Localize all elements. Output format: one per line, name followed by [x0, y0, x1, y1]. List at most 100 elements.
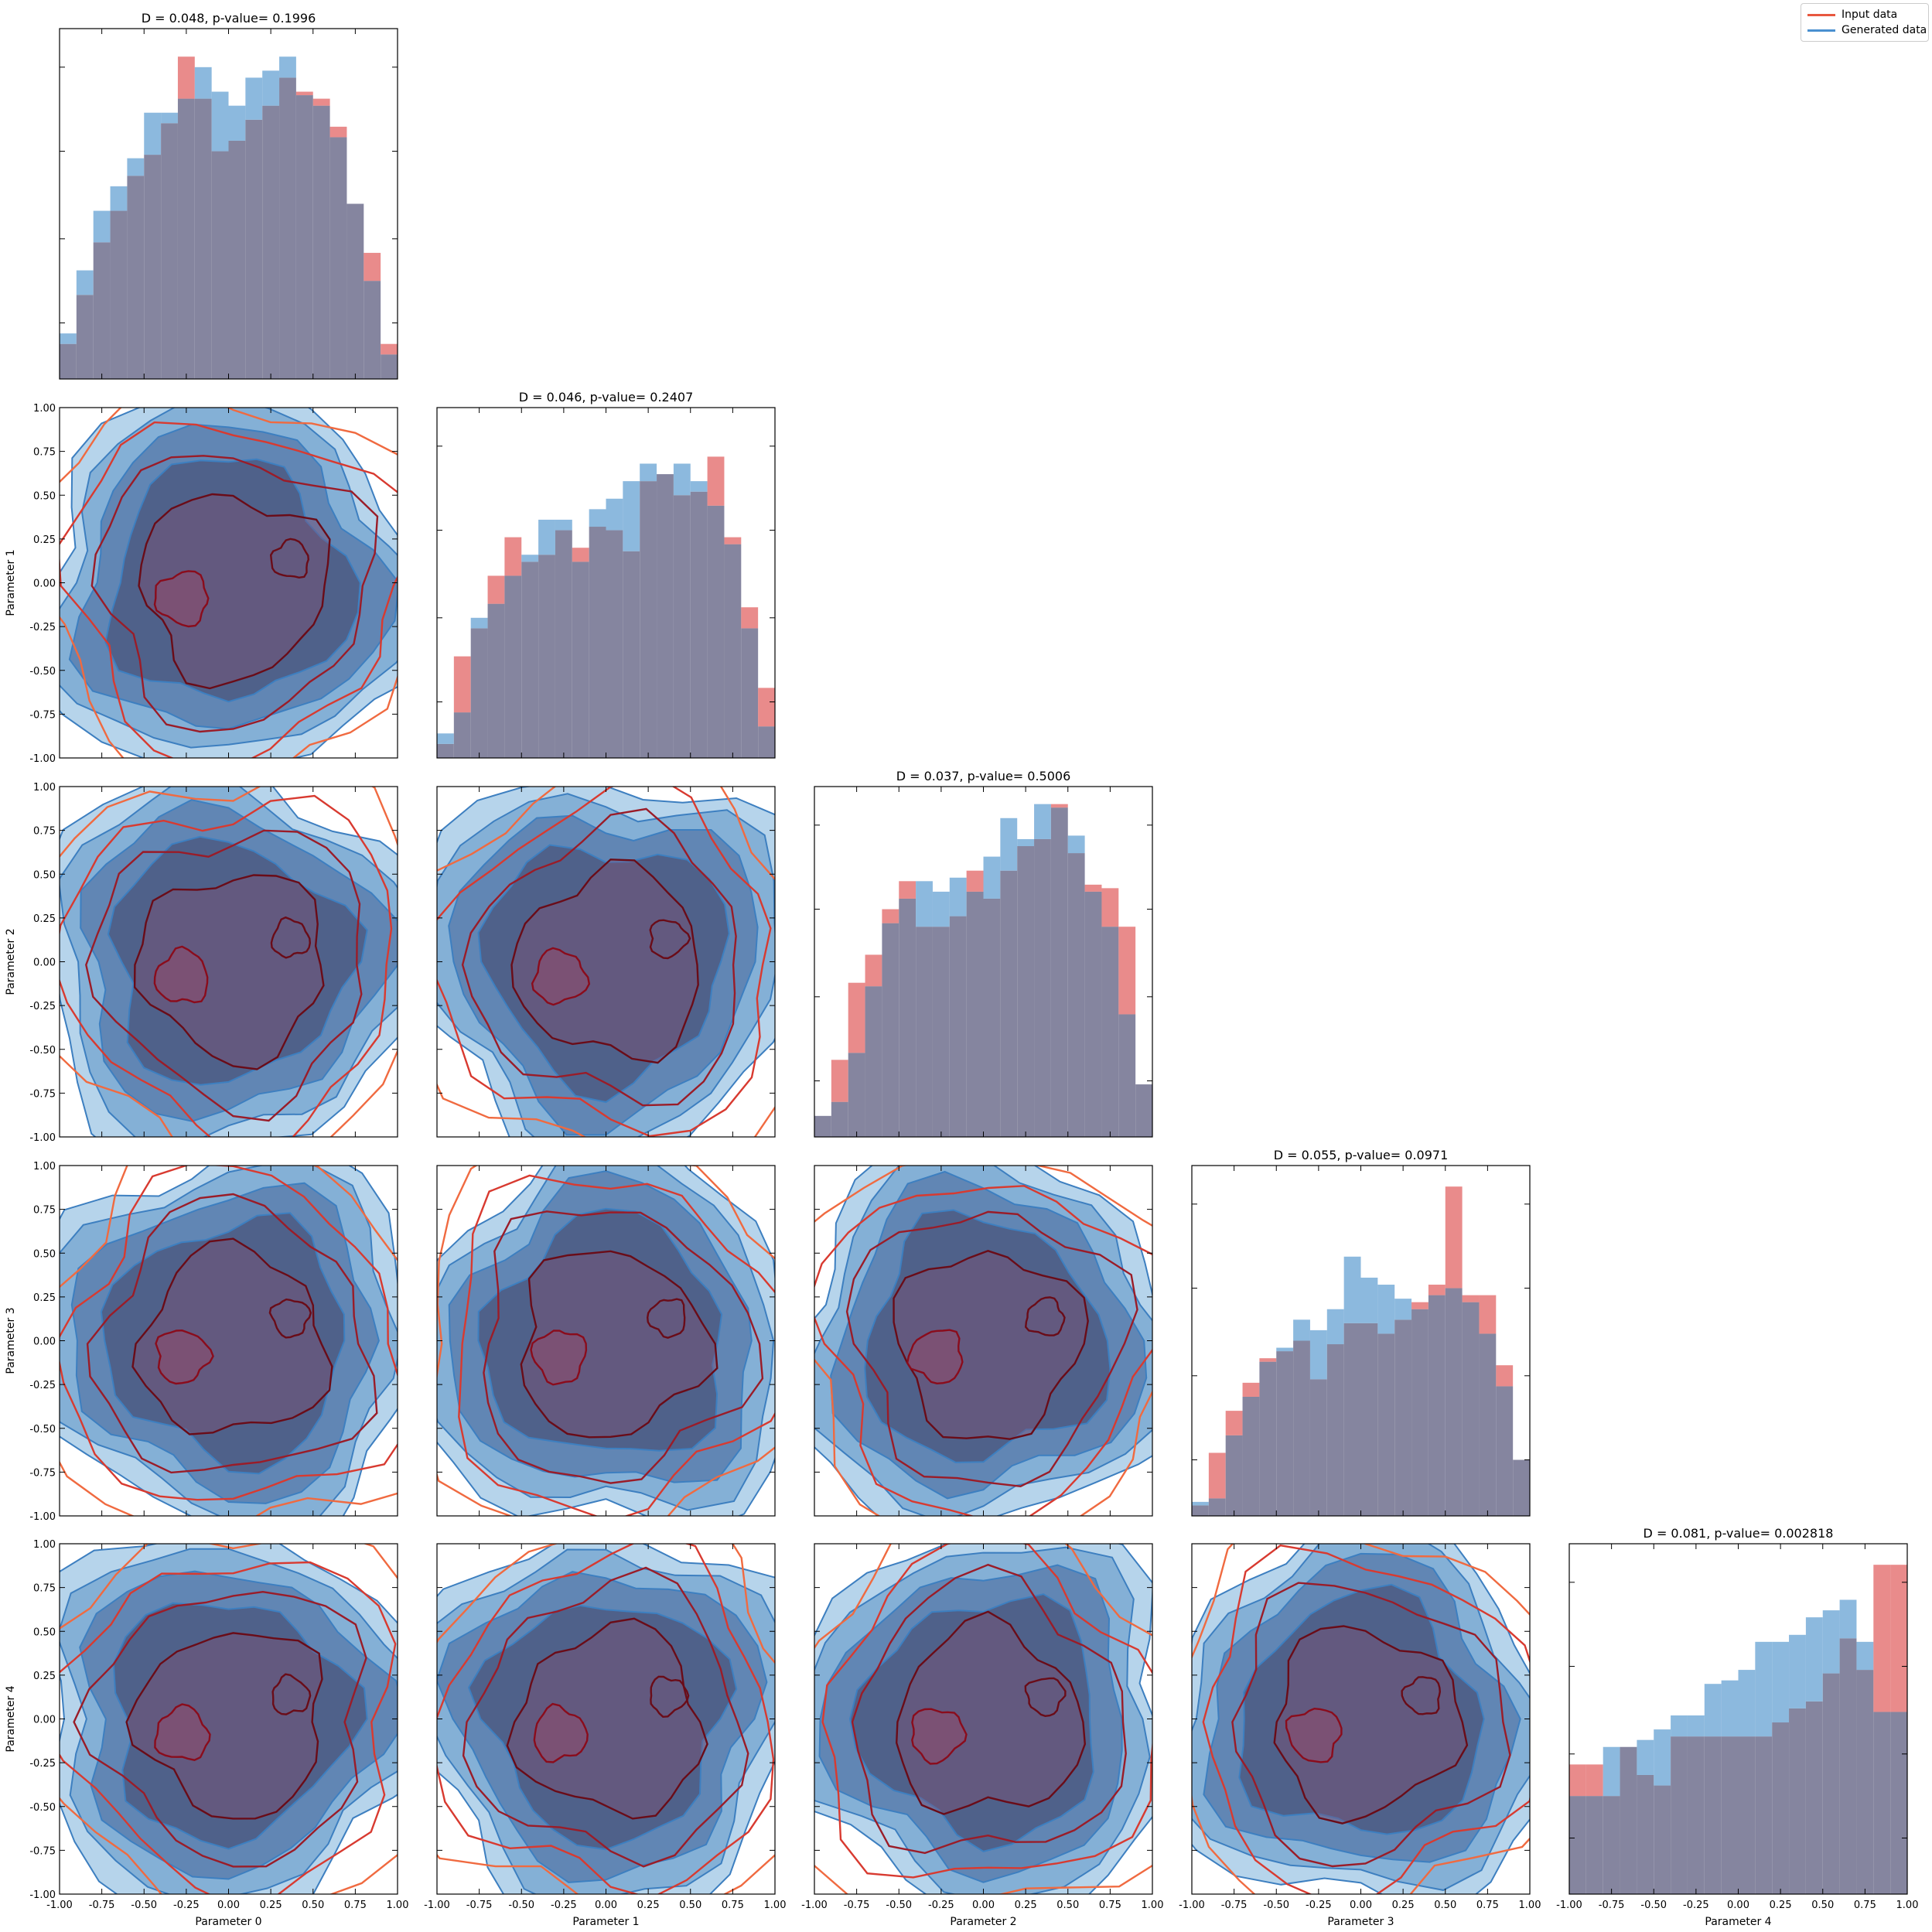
input-contour-level-1 — [437, 787, 772, 1137]
hist-bar-input — [882, 909, 899, 923]
x-tick-label: 0.00 — [1350, 1900, 1372, 1911]
hist-bar-overlap — [1377, 1333, 1395, 1516]
hist-bar-generated — [194, 67, 212, 99]
y-tick-label: -0.75 — [29, 1467, 56, 1479]
input-contour-peak — [271, 1673, 312, 1715]
hist-bar-overlap — [707, 505, 725, 758]
generated-contour-level-3 — [848, 1593, 1094, 1852]
hist-bar-generated — [1704, 1684, 1722, 1737]
hist-bar-generated — [262, 70, 280, 106]
y-tick-label: 0.00 — [33, 579, 56, 590]
x-tick-label: 0.25 — [1770, 1900, 1792, 1911]
hist-bar-overlap — [606, 530, 623, 758]
input-contour-level-1 — [60, 1561, 397, 1894]
input-contour-level-2 — [86, 1193, 378, 1474]
hist-bar-overlap — [1755, 1736, 1773, 1894]
x-tick-label: -0.75 — [1221, 1900, 1248, 1911]
hist-bar-generated — [1839, 1599, 1857, 1639]
input-contour-level-0 — [60, 408, 398, 758]
hist-bar-overlap — [1637, 1774, 1654, 1894]
input-contour-peak — [530, 1330, 588, 1386]
hist-bar-overlap — [453, 712, 471, 758]
hist-bar-overlap — [110, 210, 128, 379]
y-tick-label: 1.00 — [33, 1539, 56, 1551]
x-tick-label: -1.00 — [46, 1900, 73, 1911]
histogram-panel-0: D = 0.048, p-value= 0.1996 — [59, 11, 398, 380]
hist-bar-overlap — [966, 891, 984, 1137]
hist-bar-generated — [1067, 835, 1085, 854]
contour-layers — [437, 1166, 775, 1516]
contour-panel-Parameter1-Parameter3 — [436, 1165, 776, 1517]
input-contour-level-3 — [138, 493, 331, 690]
input-contour-level-1 — [60, 794, 393, 1137]
x-tick-label: 0.75 — [1099, 1900, 1121, 1911]
hist-bar-overlap — [1360, 1323, 1378, 1516]
hist-bar-input — [1462, 1295, 1480, 1302]
hist-bar-overlap — [555, 530, 572, 758]
legend-entry-input: Input data — [1807, 7, 1897, 22]
input-contour-level-2 — [90, 455, 379, 733]
contour-panel-Parameter2-Parameter4: -1.00 -0.75 -0.50 -0.25 0.00 0.25 0.50 0.75 1.00 — [801, 1543, 1163, 1911]
hist-bar-input — [1428, 1285, 1446, 1295]
hist-bar-overlap — [1101, 927, 1119, 1137]
hist-bar-input — [329, 126, 347, 138]
y-tick-label: 0.50 — [33, 1626, 56, 1638]
histogram-panel-1: D = 0.046, p-value= 0.2407 — [436, 390, 776, 759]
hist-bar-overlap — [127, 176, 145, 379]
x-tick-label: -0.75 — [1599, 1900, 1625, 1911]
hist-bar-overlap — [1118, 1014, 1136, 1137]
hist-bar-input — [1084, 884, 1102, 892]
hist-bar-generated — [640, 463, 657, 482]
hist-bar-overlap — [1462, 1302, 1480, 1516]
input-contour-peak — [153, 570, 210, 628]
x-axis-label-2: Parameter 2 — [950, 1916, 1016, 1928]
contour-panel-Parameter1-Parameter2 — [436, 786, 776, 1138]
hist-bar-input — [1259, 1358, 1277, 1362]
hist-bar-generated — [1276, 1347, 1294, 1352]
hist-bar-overlap — [814, 1115, 831, 1137]
hist-bar-generated — [144, 112, 162, 155]
generated-contour-level-3 — [477, 1207, 723, 1452]
input-contour-level-1 — [814, 1185, 1152, 1516]
hist-bar-overlap — [1620, 1746, 1637, 1894]
input-contour-peak — [649, 919, 691, 960]
hist-bar-generated — [690, 481, 708, 492]
hist-bar-overlap — [932, 927, 950, 1137]
hist-bar-overlap — [949, 916, 967, 1137]
hist-bar-overlap — [1805, 1701, 1823, 1894]
x-tick-label: -1.00 — [1556, 1900, 1582, 1911]
hist-bar-input — [848, 982, 865, 1053]
input-contour-level-2 — [461, 807, 737, 1107]
hist-bar-overlap — [1225, 1435, 1243, 1516]
generated-contour-level-3 — [1238, 1583, 1485, 1835]
hist-bar-overlap — [1276, 1351, 1294, 1516]
hist-bar-generated — [521, 555, 539, 562]
input-contour-peak — [270, 916, 312, 959]
y-axis-label-2: Parameter 2 — [5, 928, 17, 995]
hist-bar-generated — [1394, 1299, 1412, 1320]
hist-bar-overlap — [865, 986, 882, 1137]
x-tick-label: 0.50 — [1434, 1900, 1456, 1911]
hist-bar-generated — [93, 210, 111, 243]
hist-bar-generated — [673, 463, 691, 496]
x-tick-label: 0.75 — [344, 1900, 367, 1911]
hist-bar-input — [1586, 1764, 1603, 1797]
y-tick-label: -0.50 — [29, 1424, 56, 1435]
hist-bar-generated — [1603, 1746, 1620, 1797]
hist-bar-overlap — [279, 77, 296, 380]
x-tick-label: -0.25 — [1306, 1900, 1332, 1911]
generated-contour-level-3 — [104, 458, 361, 703]
hist-bar-overlap — [1050, 807, 1068, 1137]
hist-bar-generated — [1034, 804, 1051, 839]
hist-bar-generated — [555, 519, 572, 531]
hist-bar-overlap — [1513, 1459, 1530, 1516]
hist-bar-generated — [1309, 1330, 1327, 1380]
hist-bar-input — [295, 91, 313, 96]
x-tick-label: -0.75 — [844, 1900, 870, 1911]
hist-bar-generated — [1822, 1610, 1840, 1674]
hist-bar-overlap — [916, 927, 933, 1137]
x-tick-label: 0.25 — [1392, 1900, 1415, 1911]
hist-bar-input — [966, 870, 984, 892]
legend-line-input — [1807, 13, 1835, 16]
legend-label-generated: Generated data — [1842, 24, 1927, 36]
